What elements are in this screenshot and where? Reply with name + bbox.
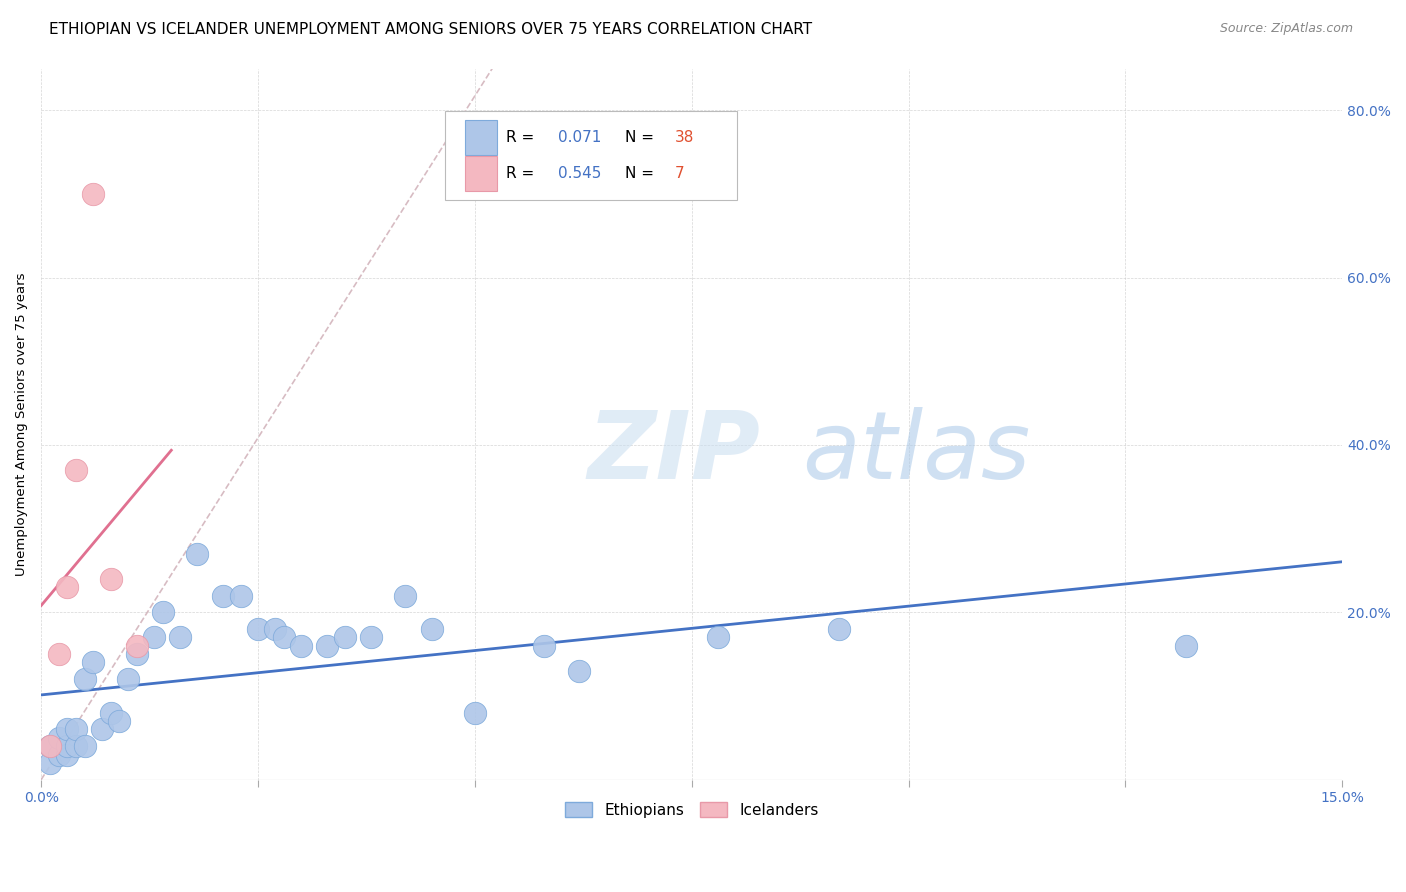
Point [290, 639, 312, 653]
Point [65, 463, 87, 477]
Point [152, 605, 174, 619]
Point [706, 631, 728, 645]
Point [568, 664, 591, 678]
Point [169, 631, 191, 645]
Point [247, 622, 270, 636]
Point [82, 656, 104, 670]
Text: Source: ZipAtlas.com: Source: ZipAtlas.com [1219, 22, 1353, 36]
Point [56, 747, 79, 762]
Point [108, 714, 131, 728]
Point [125, 639, 148, 653]
Point [73, 672, 96, 686]
Text: 38: 38 [675, 130, 695, 145]
Point [65, 739, 87, 753]
Text: 0.545: 0.545 [558, 166, 602, 181]
Point [73, 739, 96, 753]
Text: 0.071: 0.071 [558, 130, 602, 145]
Point [360, 631, 382, 645]
Point [125, 647, 148, 661]
Point [82, 186, 104, 201]
Point [212, 589, 235, 603]
Point [316, 639, 339, 653]
Point [464, 706, 486, 720]
Point [117, 672, 139, 686]
Point [38, 756, 60, 770]
Point [333, 631, 356, 645]
Text: atlas: atlas [803, 407, 1031, 498]
Text: N =: N = [626, 130, 659, 145]
Point [90, 723, 112, 737]
Point [100, 572, 122, 586]
Text: ZIP: ZIP [588, 407, 761, 499]
Point [273, 631, 295, 645]
Point [56, 723, 79, 737]
Point [48, 747, 70, 762]
Point [48, 731, 70, 745]
Point [1175, 639, 1198, 653]
Text: N =: N = [626, 166, 659, 181]
Legend: Ethiopians, Icelanders: Ethiopians, Icelanders [557, 795, 827, 825]
FancyBboxPatch shape [465, 156, 496, 192]
Point [48, 647, 70, 661]
Point [229, 589, 252, 603]
Point [65, 723, 87, 737]
FancyBboxPatch shape [465, 120, 496, 155]
Point [264, 622, 287, 636]
Point [186, 547, 208, 561]
Y-axis label: Unemployment Among Seniors over 75 years: Unemployment Among Seniors over 75 years [15, 272, 28, 576]
FancyBboxPatch shape [444, 112, 737, 200]
Point [38, 739, 60, 753]
Point [828, 622, 851, 636]
Text: ETHIOPIAN VS ICELANDER UNEMPLOYMENT AMONG SENIORS OVER 75 YEARS CORRELATION CHAR: ETHIOPIAN VS ICELANDER UNEMPLOYMENT AMON… [49, 22, 813, 37]
Text: 7: 7 [675, 166, 685, 181]
Text: R =: R = [506, 130, 538, 145]
Point [38, 739, 60, 753]
Point [100, 706, 122, 720]
Point [420, 622, 443, 636]
Point [142, 631, 165, 645]
Point [394, 589, 416, 603]
Text: R =: R = [506, 166, 538, 181]
Point [533, 639, 555, 653]
Point [56, 580, 79, 594]
Point [56, 739, 79, 753]
